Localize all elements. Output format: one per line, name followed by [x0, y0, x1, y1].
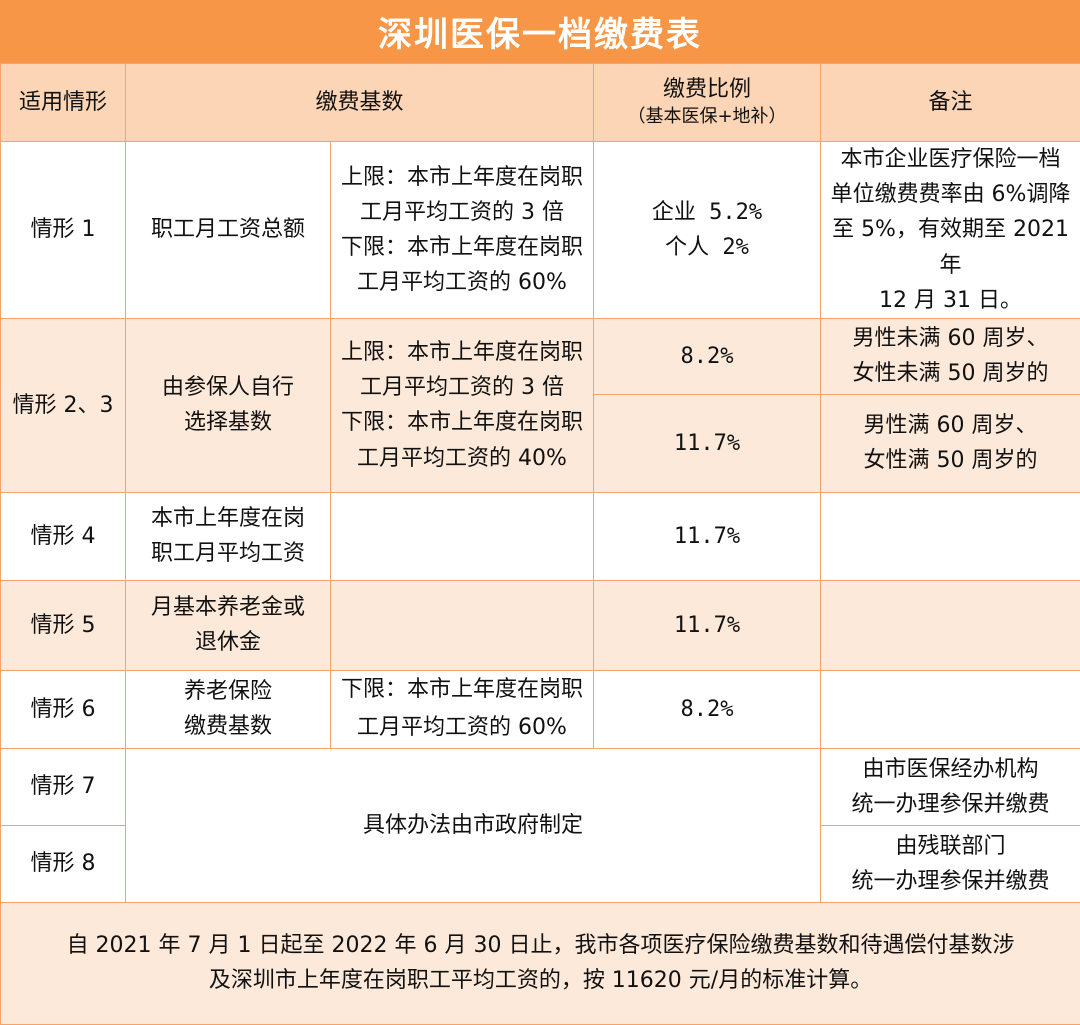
- header-ratio-sub: （基本医保+地补）: [600, 104, 814, 129]
- footer-note: 自 2021 年 7 月 1 日起至 2022 年 6 月 30 日止，我市各项…: [1, 902, 1080, 1024]
- case-cell: 情形 6: [1, 670, 126, 748]
- note-cell: [821, 670, 1080, 748]
- note-line: 12 月 31 日。: [827, 283, 1074, 318]
- case-cell: 情形 1: [1, 142, 126, 319]
- limit-line: 下限：本市上年度在岗职: [337, 405, 587, 440]
- base-line: 选择基数: [132, 405, 324, 440]
- table-row: 情形 4 本市上年度在岗 职工月平均工资 11.7%: [1, 492, 1080, 580]
- limit-line: 上限：本市上年度在岗职: [337, 335, 587, 370]
- note-line: 男性未满 60 周岁、: [827, 321, 1074, 356]
- note-cell: 由残联部门 统一办理参保并缴费: [821, 825, 1080, 902]
- limits-cell: 上限：本市上年度在岗职 工月平均工资的 3 倍 下限：本市上年度在岗职 工月平均…: [331, 318, 594, 492]
- base-line: 缴费基数: [132, 709, 324, 744]
- note-line: 统一办理参保并缴费: [827, 787, 1074, 822]
- ratio-line: 个人 2%: [600, 230, 814, 265]
- ratio-cell: 企业 5.2% 个人 2%: [594, 142, 821, 319]
- header-note: 备注: [821, 64, 1080, 142]
- footer-row: 自 2021 年 7 月 1 日起至 2022 年 6 月 30 日止，我市各项…: [1, 902, 1080, 1024]
- limits-cell: [331, 580, 594, 670]
- note-line: 由残联部门: [827, 829, 1074, 864]
- base-cell: 本市上年度在岗 职工月平均工资: [126, 492, 331, 580]
- base-line: 由参保人自行: [132, 370, 324, 405]
- limit-line: 下限：本市上年度在岗职: [337, 230, 587, 265]
- note-cell: [821, 492, 1080, 580]
- table-row: 情形 5 月基本养老金或 退休金 11.7%: [1, 580, 1080, 670]
- limits-cell: 下限：本市上年度在岗职 工月平均工资的 60%: [331, 670, 594, 748]
- case-cell: 情形 8: [1, 825, 126, 902]
- base-cell: 月基本养老金或 退休金: [126, 580, 331, 670]
- base-line: 职工月平均工资: [132, 536, 324, 571]
- note-line: 由市医保经办机构: [827, 752, 1074, 787]
- base-cell: 养老保险 缴费基数: [126, 670, 331, 748]
- note-line: 男性满 60 周岁、: [827, 408, 1074, 443]
- note-cell: 本市企业医疗保险一档 单位缴费费率由 6%调降 至 5%，有效期至 2021 年…: [821, 142, 1080, 319]
- limit-line: 工月平均工资的 60%: [337, 709, 587, 748]
- merged-cell: 具体办法由市政府制定: [126, 748, 821, 902]
- note-cell: [821, 580, 1080, 670]
- table-row: 情形 6 养老保险 缴费基数 下限：本市上年度在岗职 工月平均工资的 60% 8…: [1, 670, 1080, 748]
- base-line: 本市上年度在岗: [132, 501, 324, 536]
- note-line: 本市企业医疗保险一档: [827, 142, 1074, 177]
- header-row: 适用情形 缴费基数 缴费比例 （基本医保+地补） 备注: [1, 64, 1080, 142]
- table-row: 情形 7 具体办法由市政府制定 由市医保经办机构 统一办理参保并缴费: [1, 748, 1080, 825]
- note-cell: 由市医保经办机构 统一办理参保并缴费: [821, 748, 1080, 825]
- note-line: 女性满 50 周岁的: [827, 443, 1074, 478]
- base-line: 养老保险: [132, 674, 324, 709]
- limit-line: 工月平均工资的 3 倍: [337, 370, 587, 405]
- limit-line: 工月平均工资的 40%: [337, 441, 587, 476]
- note-cell: 男性满 60 周岁、 女性满 50 周岁的: [821, 394, 1080, 492]
- limit-line: 上限：本市上年度在岗职: [337, 160, 587, 195]
- limit-line: 下限：本市上年度在岗职: [337, 671, 587, 710]
- limit-line: 工月平均工资的 60%: [337, 265, 587, 300]
- header-ratio-main: 缴费比例: [600, 76, 814, 105]
- contribution-table: 适用情形 缴费基数 缴费比例 （基本医保+地补） 备注 情形 1 职工月工资总额…: [0, 63, 1080, 1025]
- table-row: 情形 1 职工月工资总额 上限：本市上年度在岗职 工月平均工资的 3 倍 下限：…: [1, 142, 1080, 319]
- case-cell: 情形 5: [1, 580, 126, 670]
- header-ratio: 缴费比例 （基本医保+地补）: [594, 64, 821, 142]
- ratio-cell: 11.7%: [594, 492, 821, 580]
- header-case: 适用情形: [1, 64, 126, 142]
- case-cell: 情形 7: [1, 748, 126, 825]
- base-line: 月基本养老金或: [132, 590, 324, 625]
- ratio-cell: 11.7%: [594, 394, 821, 492]
- note-cell: 男性未满 60 周岁、 女性未满 50 周岁的: [821, 318, 1080, 394]
- note-line: 统一办理参保并缴费: [827, 864, 1074, 899]
- case-cell: 情形 4: [1, 492, 126, 580]
- base-cell: 职工月工资总额: [126, 142, 331, 319]
- footer-line: 自 2021 年 7 月 1 日起至 2022 年 6 月 30 日止，我市各项…: [7, 928, 1074, 963]
- note-line: 单位缴费费率由 6%调降: [827, 177, 1074, 212]
- limit-line: 工月平均工资的 3 倍: [337, 195, 587, 230]
- limits-cell: [331, 492, 594, 580]
- case-cell: 情形 2、3: [1, 318, 126, 492]
- footer-line: 及深圳市上年度在岗职工平均工资的，按 11620 元/月的标准计算。: [7, 963, 1074, 998]
- ratio-cell: 11.7%: [594, 580, 821, 670]
- header-base: 缴费基数: [126, 64, 594, 142]
- base-line: 退休金: [132, 625, 324, 660]
- limits-cell: 上限：本市上年度在岗职 工月平均工资的 3 倍 下限：本市上年度在岗职 工月平均…: [331, 142, 594, 319]
- note-line: 至 5%，有效期至 2021 年: [827, 212, 1074, 282]
- note-line: 女性未满 50 周岁的: [827, 356, 1074, 391]
- base-cell: 由参保人自行 选择基数: [126, 318, 331, 492]
- ratio-line: 企业 5.2%: [600, 195, 814, 230]
- ratio-cell: 8.2%: [594, 670, 821, 748]
- table-title: 深圳医保一档缴费表: [0, 0, 1080, 63]
- table-row: 情形 2、3 由参保人自行 选择基数 上限：本市上年度在岗职 工月平均工资的 3…: [1, 318, 1080, 394]
- ratio-cell: 8.2%: [594, 318, 821, 394]
